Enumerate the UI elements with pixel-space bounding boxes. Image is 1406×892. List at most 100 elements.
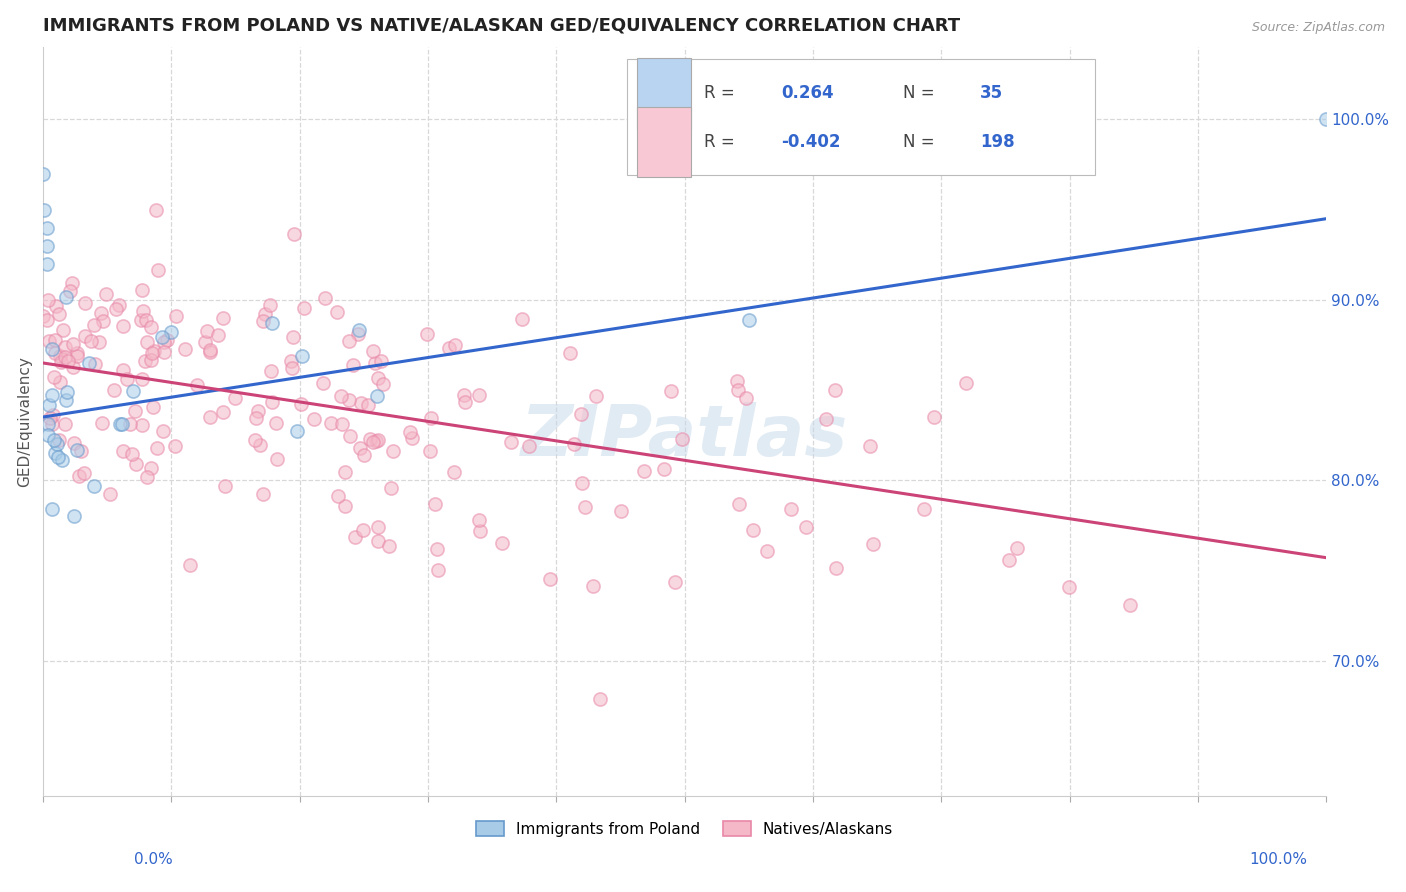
Point	[105, 302, 128, 317]
Text: 198: 198	[980, 133, 1015, 151]
Point	[41, 417, 63, 432]
Point	[51, 452, 73, 467]
Point	[468, 387, 491, 401]
Point	[165, 439, 187, 453]
Text: N =: N =	[903, 85, 939, 103]
Text: R =: R =	[704, 133, 740, 151]
Point	[382, 443, 405, 458]
Point	[55, 289, 77, 303]
Point	[65, 442, 87, 457]
Point	[152, 424, 174, 438]
Point	[571, 475, 593, 490]
Point	[725, 374, 748, 388]
Point	[364, 434, 387, 448]
Point	[73, 329, 96, 343]
Point	[741, 523, 763, 537]
Point	[349, 441, 371, 455]
Point	[560, 346, 582, 360]
Point	[55, 393, 77, 408]
Point	[75, 296, 97, 310]
Point	[359, 432, 381, 446]
Point	[468, 513, 491, 527]
Point	[1057, 580, 1080, 594]
Legend: Immigrants from Poland, Natives/Alaskans: Immigrants from Poland, Natives/Alaskans	[468, 813, 901, 844]
Point	[51, 355, 73, 369]
Point	[415, 327, 437, 342]
Point	[633, 464, 655, 478]
Point	[610, 504, 633, 518]
Point	[292, 301, 315, 315]
Text: 0.264: 0.264	[780, 85, 834, 103]
Point	[859, 439, 882, 453]
Point	[281, 330, 304, 344]
Point	[89, 334, 111, 349]
Point	[361, 344, 384, 359]
Point	[266, 452, 288, 467]
Point	[499, 435, 522, 450]
Point	[337, 334, 360, 348]
Text: IMMIGRANTS FROM POLAND VS NATIVE/ALASKAN GED/EQUIVALENCY CORRELATION CHART: IMMIGRANTS FROM POLAND VS NATIVE/ALASKAN…	[42, 17, 960, 35]
Point	[330, 388, 353, 402]
Point	[124, 403, 146, 417]
Point	[173, 342, 195, 356]
Point	[44, 346, 66, 360]
Point	[111, 318, 134, 333]
Point	[262, 395, 284, 409]
Point	[44, 433, 66, 447]
Point	[443, 466, 465, 480]
Point	[419, 444, 441, 458]
Point	[98, 487, 121, 501]
Point	[252, 487, 274, 501]
Point	[353, 448, 375, 462]
Point	[955, 376, 977, 391]
Point	[118, 417, 141, 432]
Point	[252, 314, 274, 328]
Point	[38, 334, 60, 349]
Point	[37, 293, 59, 307]
Point	[70, 444, 93, 458]
Point	[77, 356, 100, 370]
Point	[367, 533, 389, 548]
Point	[330, 417, 353, 432]
Point	[44, 299, 66, 313]
Point	[517, 439, 540, 453]
Point	[112, 444, 135, 458]
Point	[179, 558, 201, 572]
Point	[59, 285, 82, 299]
Point	[427, 563, 450, 577]
Point	[141, 353, 163, 368]
Point	[198, 345, 221, 359]
Point	[377, 539, 399, 553]
Point	[443, 337, 465, 351]
Point	[200, 343, 222, 357]
Point	[37, 238, 59, 252]
Text: ZIPatlas: ZIPatlas	[522, 402, 848, 471]
Point	[249, 438, 271, 452]
Point	[364, 356, 387, 370]
Point	[333, 465, 356, 479]
Point	[259, 298, 281, 312]
Point	[738, 312, 761, 326]
Point	[91, 313, 114, 327]
Point	[652, 462, 675, 476]
Point	[1005, 541, 1028, 555]
Point	[312, 376, 335, 391]
Point	[46, 437, 69, 451]
Point	[399, 425, 422, 439]
Point	[1315, 112, 1337, 127]
Point	[728, 498, 751, 512]
Point	[426, 541, 449, 556]
Point	[111, 417, 134, 432]
Point	[135, 312, 157, 326]
Point	[664, 574, 686, 589]
Point	[141, 461, 163, 475]
Point	[56, 384, 79, 399]
Point	[148, 263, 170, 277]
Point	[56, 354, 79, 368]
Y-axis label: GED/Equivalency: GED/Equivalency	[17, 356, 32, 487]
Point	[44, 333, 66, 347]
Point	[401, 431, 423, 445]
Text: R =: R =	[704, 85, 740, 103]
Point	[347, 322, 370, 336]
Point	[60, 276, 83, 290]
